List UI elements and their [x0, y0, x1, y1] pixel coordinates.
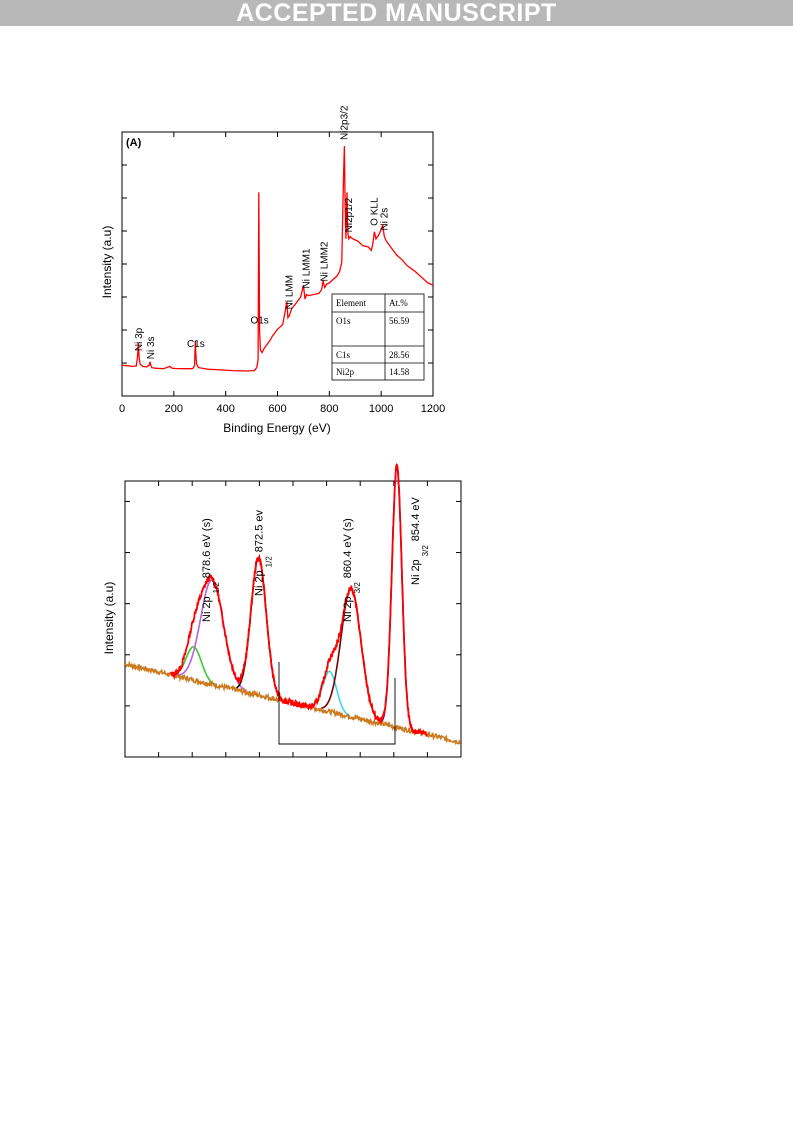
- table-frame: [331, 293, 425, 381]
- x-tick-label: 600: [268, 403, 286, 415]
- peak-label: C1s: [187, 339, 205, 350]
- table-header-at: At.%: [389, 298, 408, 308]
- peak-label-sub: 3/2: [421, 545, 430, 557]
- table-header-element: Element: [336, 298, 366, 308]
- peak-label-sub: 3/2: [353, 582, 362, 594]
- x-tick-label: 800: [320, 403, 338, 415]
- peak-label: Ni 2s: [379, 208, 390, 231]
- composition-table: Element At.% O1s 56.59 C1s 28.56 Ni2p 14…: [331, 293, 425, 381]
- peak-label: Ni2p3/2: [339, 105, 350, 140]
- ni2p-spectrum-chart: Intensity (a.u) Ni 2p1/2878.6 eV (s)Ni 2…: [102, 463, 462, 758]
- y-axis-label: Intensity (a.u): [100, 226, 114, 299]
- x-tick-label: 400: [216, 403, 234, 415]
- peak-label-sub: 1/2: [265, 556, 274, 568]
- peak-label-energy: 878.6 eV (s): [201, 518, 213, 578]
- x-tick-label: 1200: [421, 403, 445, 415]
- y-axis-ticks: [122, 164, 433, 364]
- peak-label: Ni 3s: [146, 336, 157, 359]
- table-cell: 28.56: [389, 350, 410, 360]
- panel-label: (A): [126, 137, 142, 149]
- x-axis-ticks: 0 200 400 600 800 1000 1200: [119, 132, 445, 415]
- x-tick-label: 200: [165, 403, 183, 415]
- peak-label-main: Ni 2p: [342, 596, 354, 622]
- x-tick-label: 0: [119, 403, 125, 415]
- x-axis-label: Binding Energy (eV): [223, 421, 330, 435]
- measured-envelope: [170, 463, 428, 737]
- satellite-bracket: [278, 662, 396, 745]
- fit-component-curve: [309, 670, 351, 717]
- peak-label: Ni LMM2: [320, 241, 331, 281]
- table-cell: 14.58: [389, 367, 410, 377]
- peak-label: Ni 2p 1/2 878.6 eV (s): [201, 518, 221, 622]
- y-axis-label: Intensity (a.u): [102, 582, 116, 655]
- peak-label: Ni 3p: [134, 327, 145, 351]
- peak-label-energy: 854.4 eV: [410, 496, 422, 541]
- peak-label: O KLL: [369, 197, 380, 226]
- peak-labels: Ni 3p Ni 3s C1s O1s Ni LMM Ni LMM1 Ni LMM2 Ni2p…: [134, 105, 390, 359]
- peak-label: Ni LMM: [284, 275, 295, 309]
- table-cell: 56.59: [389, 316, 410, 326]
- peak-label-sub: 1/2: [212, 582, 221, 594]
- peak-label: Ni LMM1: [302, 248, 313, 288]
- survey-series-line: [121, 145, 434, 372]
- table-cell: Ni2p: [336, 367, 355, 377]
- x-tick-label: 1000: [369, 403, 393, 415]
- peak-label: Ni 2p 1/2 872.5 ev: [254, 509, 274, 596]
- peak-label-main: Ni 2p: [254, 570, 266, 596]
- table-cell: O1s: [336, 316, 351, 326]
- peak-label-energy: 872.5 ev: [254, 509, 266, 552]
- peak-label: Ni2p1/2: [344, 197, 355, 232]
- axis-ticks: [125, 481, 461, 757]
- table-cell: C1s: [336, 350, 351, 360]
- peak-label: O1s: [250, 316, 268, 327]
- peak-label: Ni 2p 3/2 860.4 eV (s): [342, 518, 362, 622]
- peak-label-main: Ni 2p: [410, 559, 422, 585]
- peak-label: Ni 2p 3/2 854.4 eV: [410, 496, 430, 585]
- accepted-manuscript-banner: ACCEPTED MANUSCRIPT: [0, 0, 793, 27]
- peak-label-main: Ni 2p: [201, 596, 213, 622]
- survey-spectrum-chart: (A) 0 200 400 600 800 1000 1200 Binding Energy…: [100, 105, 445, 435]
- peak-label-energy: 860.4 eV (s): [342, 518, 354, 578]
